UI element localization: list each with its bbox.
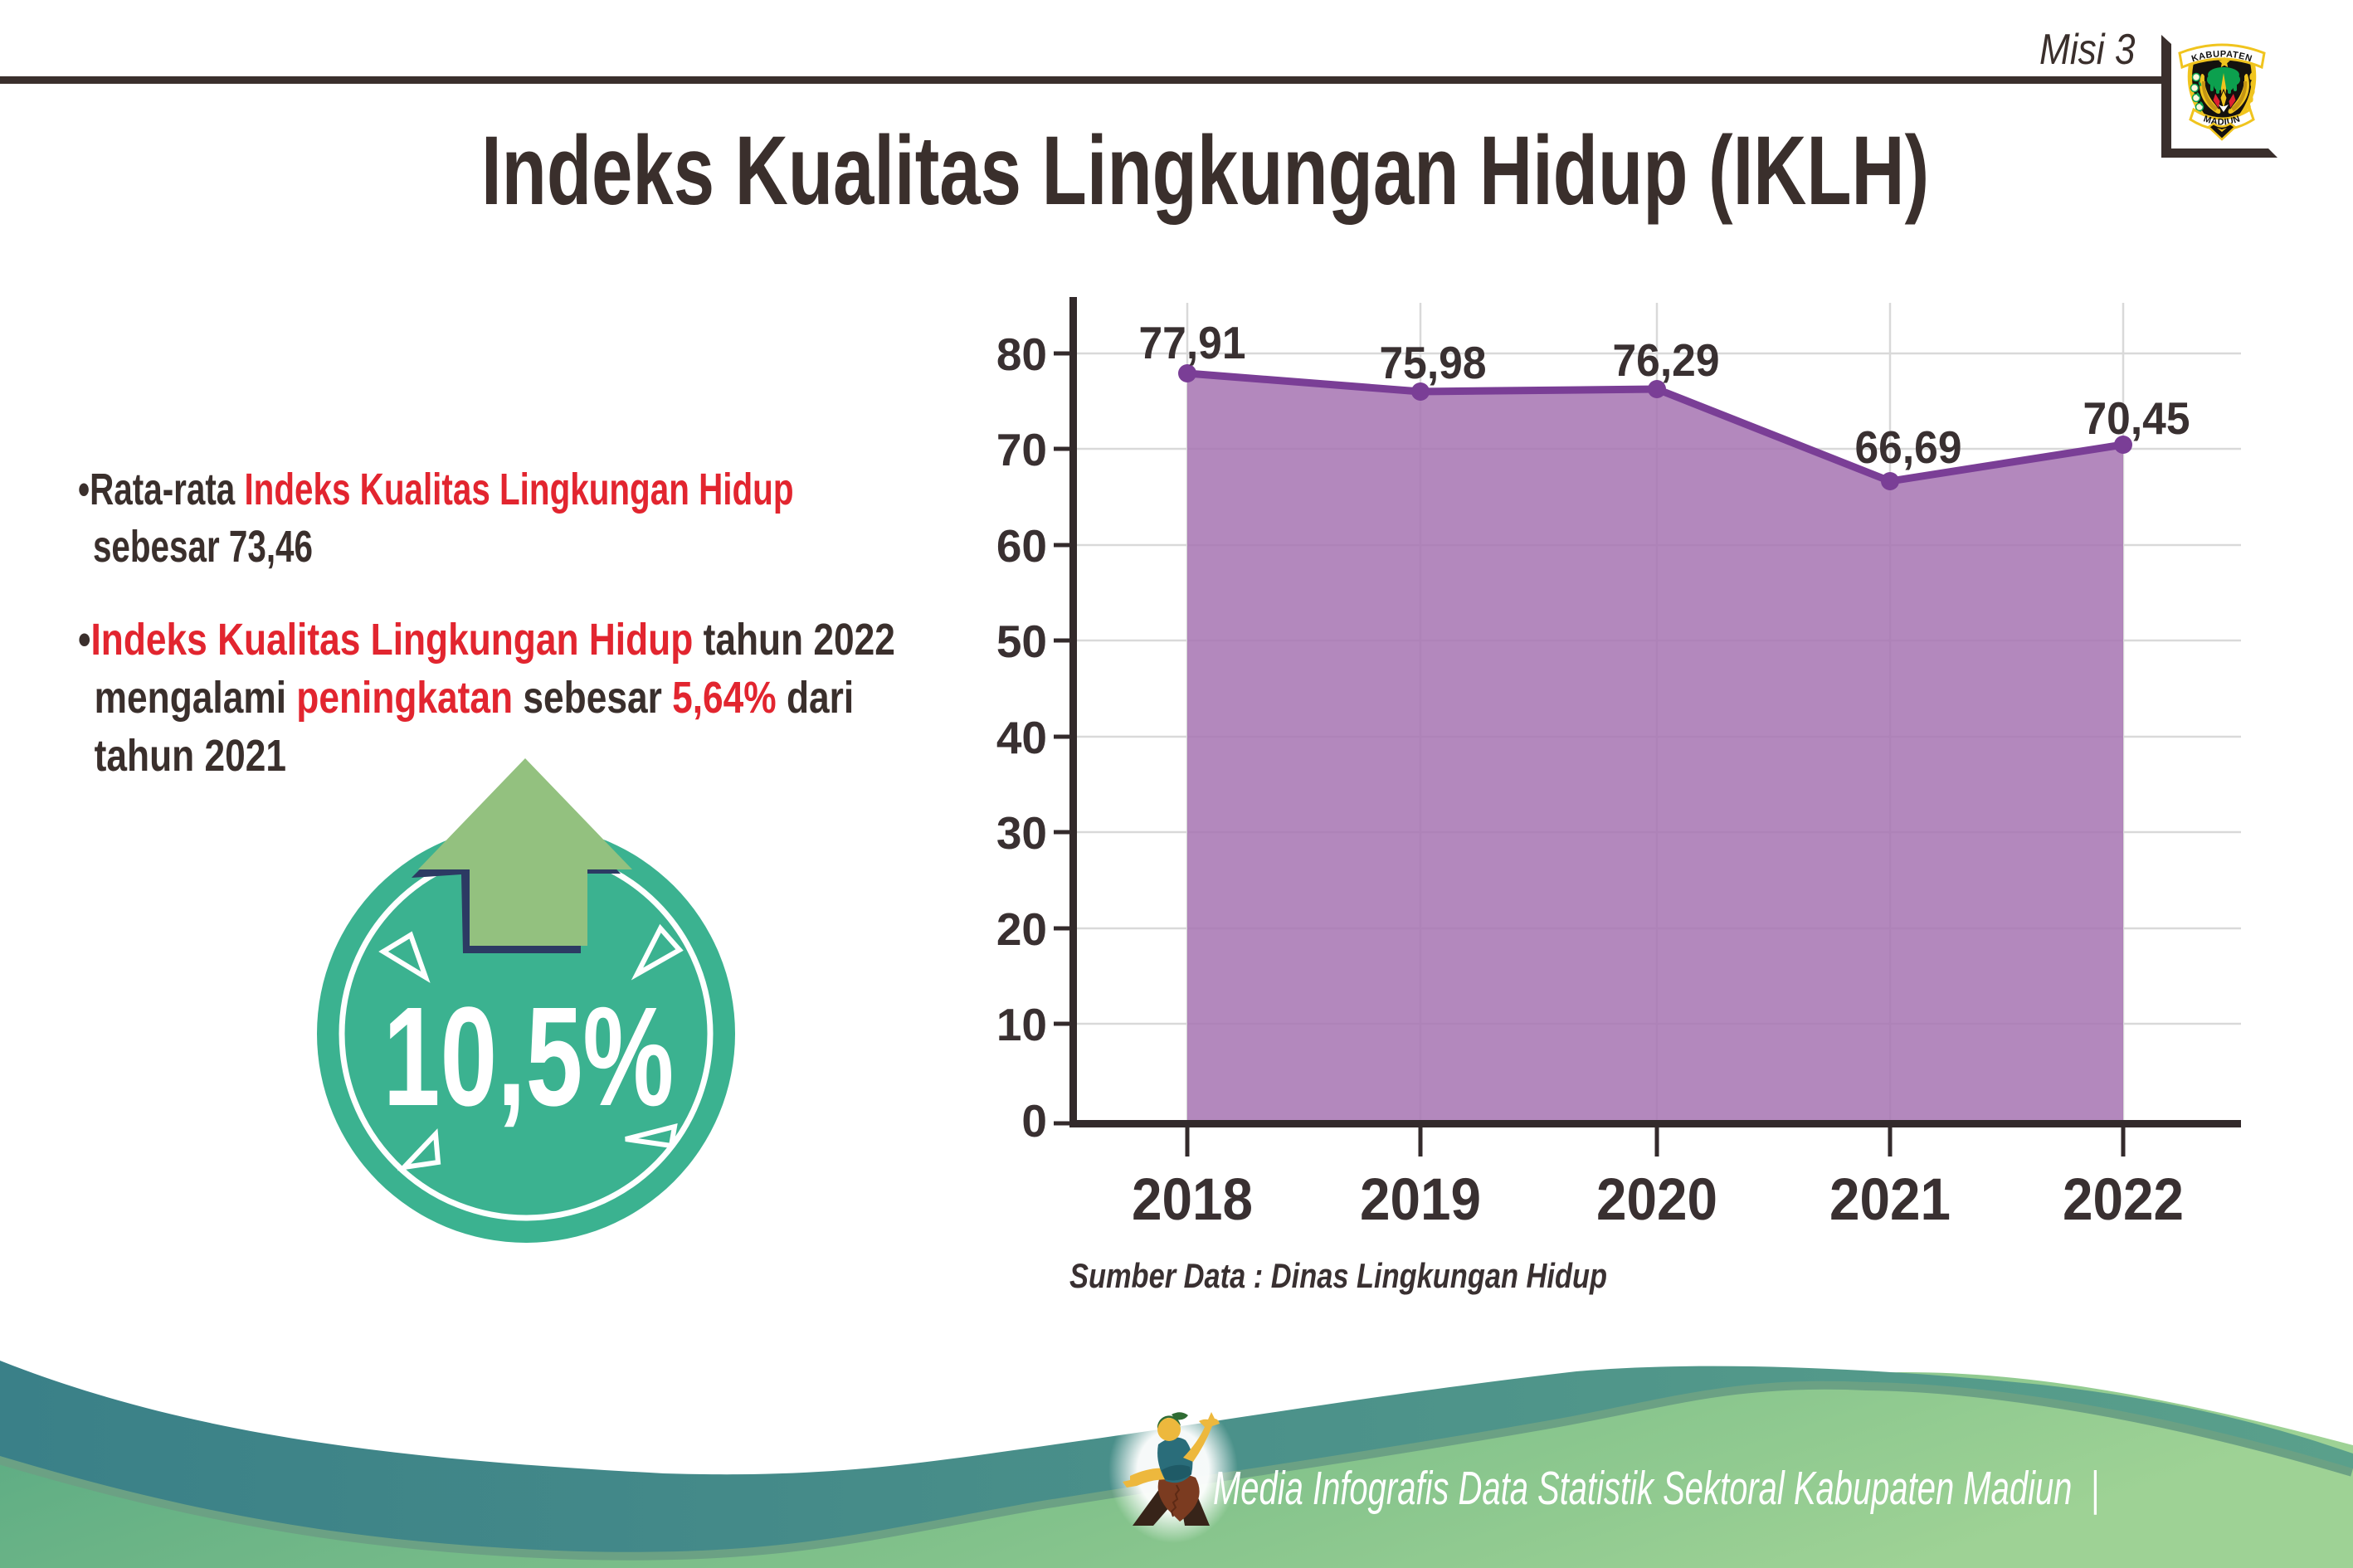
svg-text:70: 70: [996, 424, 1047, 475]
svg-text:80: 80: [996, 329, 1047, 380]
svg-text:2018: 2018: [1132, 1167, 1253, 1233]
svg-text:2022: 2022: [2063, 1167, 2184, 1233]
svg-text:60: 60: [996, 520, 1047, 572]
svg-text:10,5%: 10,5%: [383, 978, 674, 1136]
svg-text:10: 10: [996, 999, 1047, 1050]
svg-text:30: 30: [996, 807, 1047, 859]
svg-text:2020: 2020: [1596, 1167, 1717, 1233]
svg-text:70,45: 70,45: [2083, 392, 2190, 444]
svg-text:Media Infografis Data Statisti: Media Infografis Data Statistik Sektoral…: [1213, 1462, 2099, 1515]
svg-text:20: 20: [996, 903, 1047, 955]
svg-text:2021: 2021: [1829, 1167, 1951, 1233]
svg-text:0: 0: [1021, 1095, 1047, 1147]
svg-text:KABUPATEN: KABUPATEN: [2190, 49, 2253, 64]
svg-text:77,91: 77,91: [1139, 317, 1246, 368]
svg-text:66,69: 66,69: [1855, 421, 1962, 473]
svg-text:75,98: 75,98: [1380, 337, 1487, 388]
svg-text:Sumber Data : Dinas Lingkungan: Sumber Data : Dinas Lingkungan Hidup: [1069, 1256, 1607, 1295]
svg-text:40: 40: [996, 712, 1047, 763]
svg-text:2019: 2019: [1360, 1167, 1481, 1233]
svg-text:76,29: 76,29: [1613, 334, 1720, 386]
svg-text:50: 50: [996, 616, 1047, 667]
